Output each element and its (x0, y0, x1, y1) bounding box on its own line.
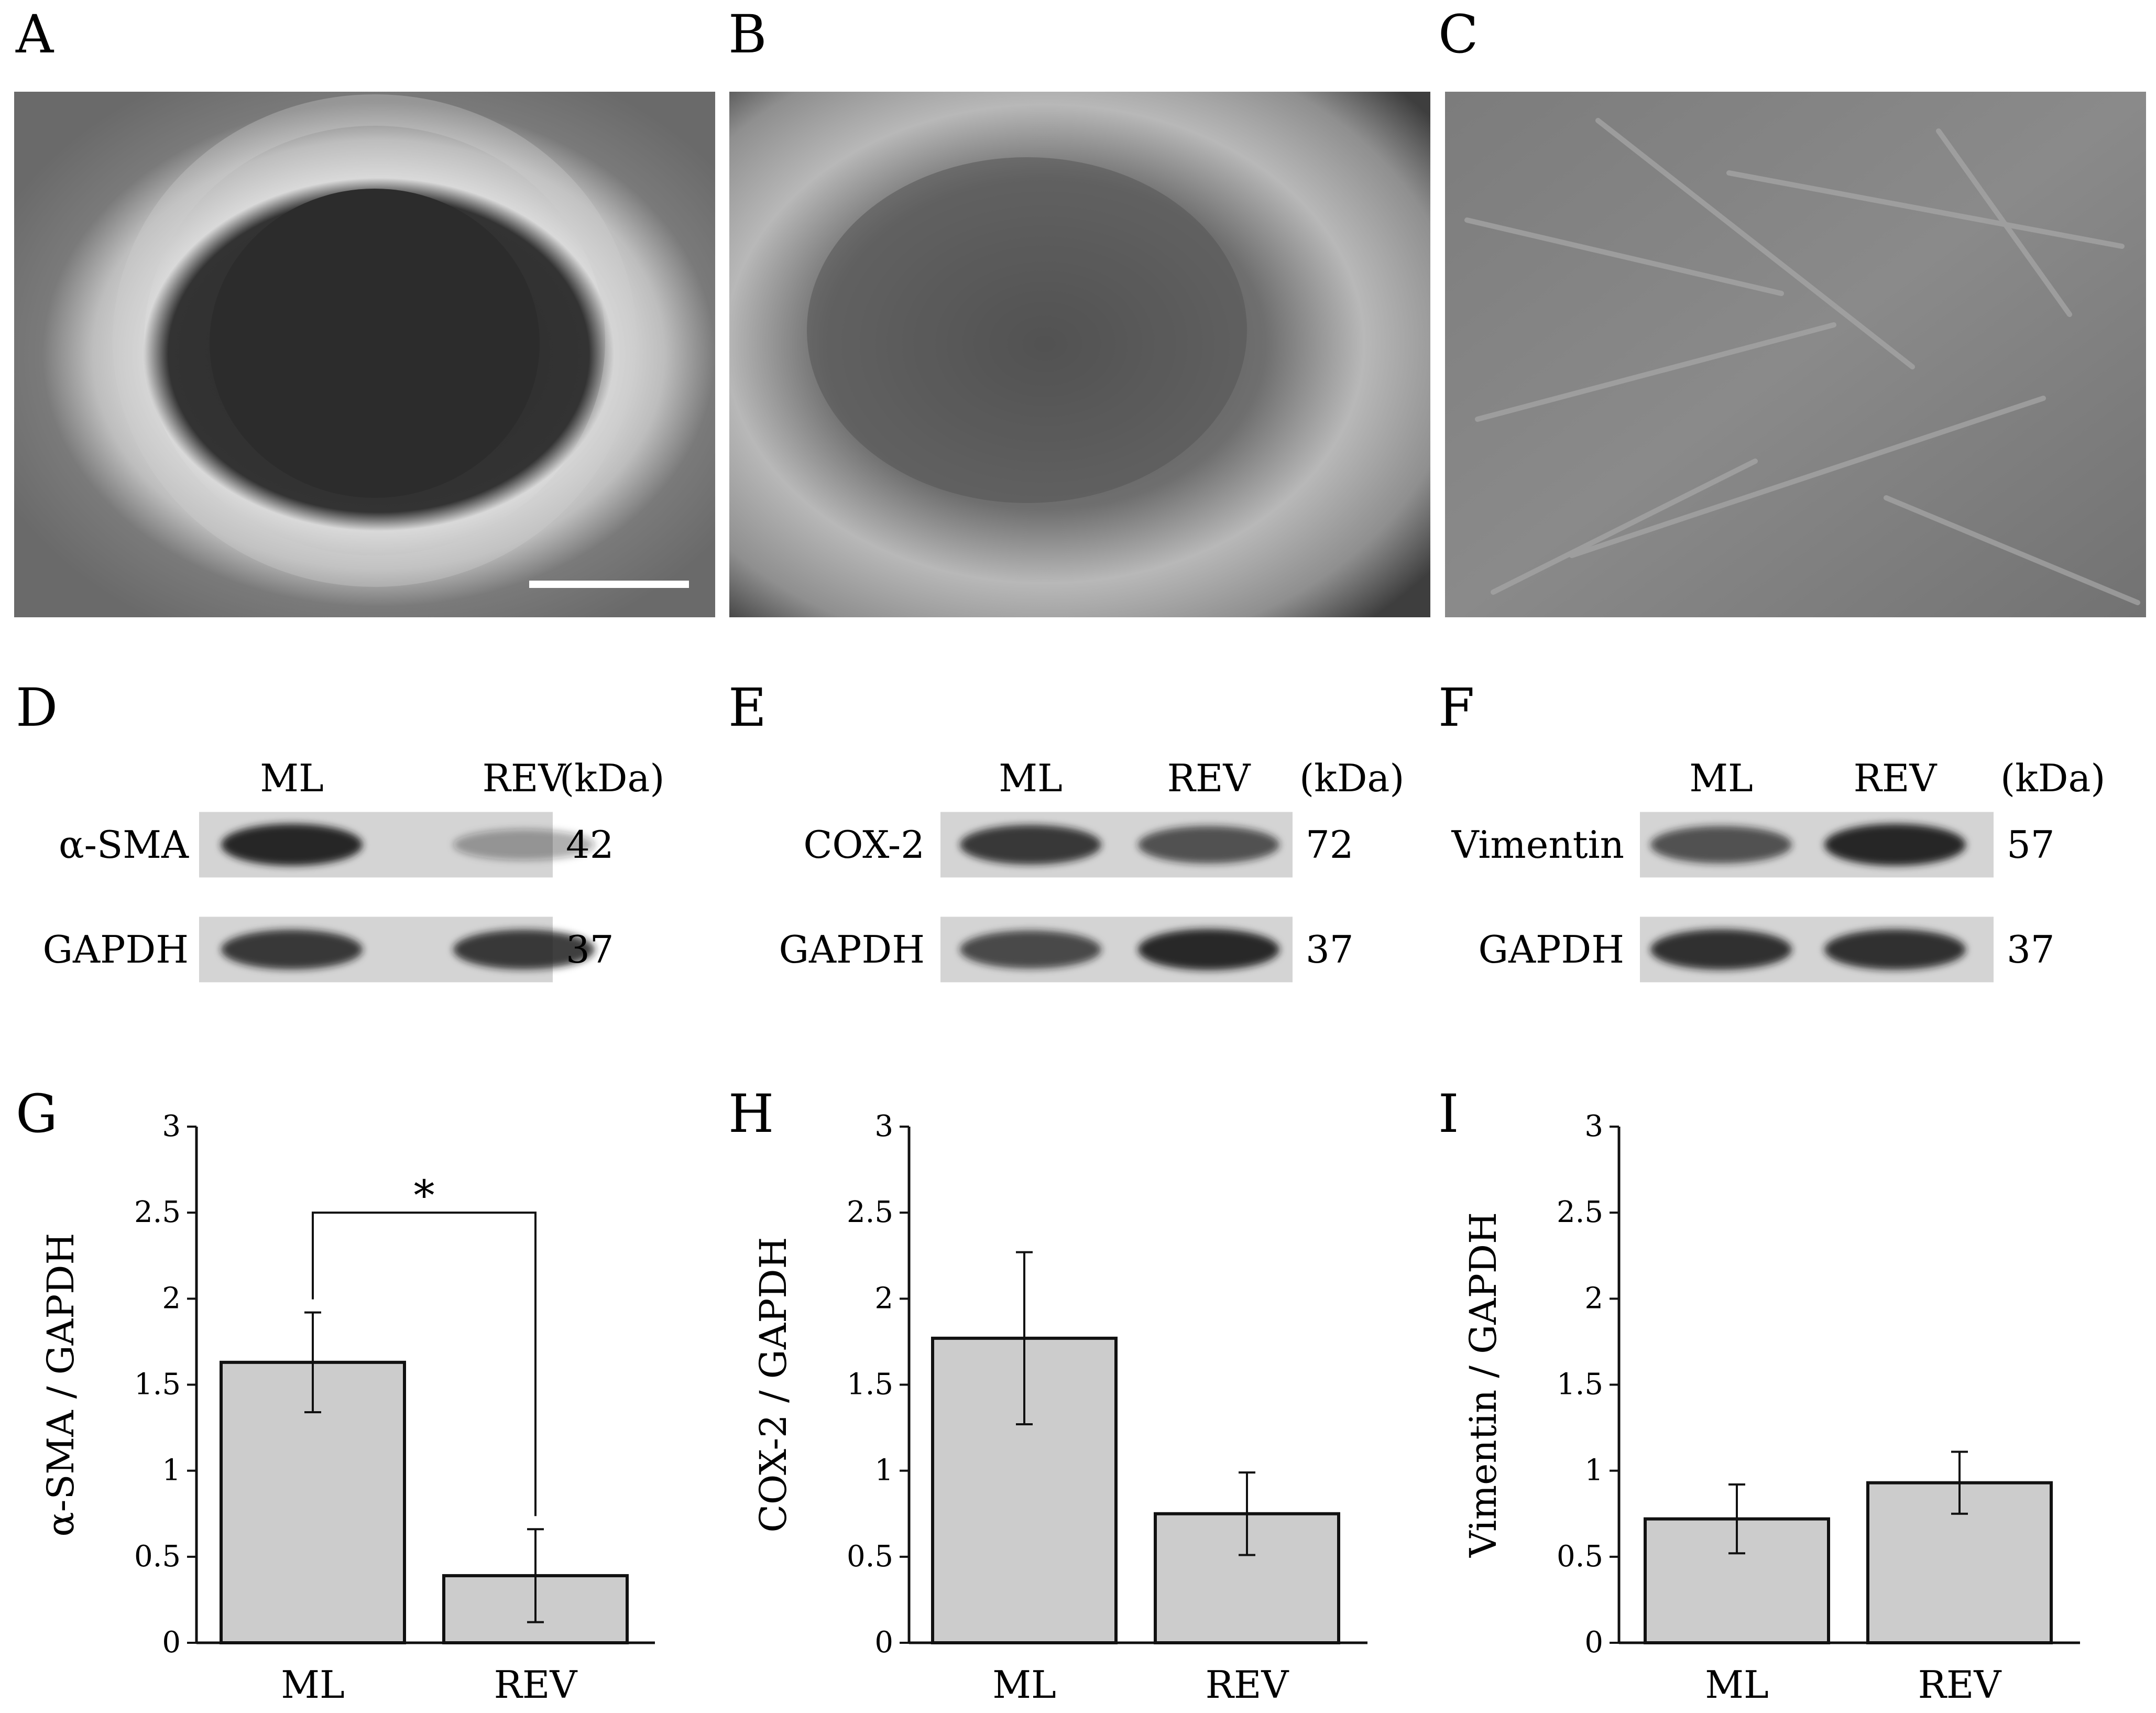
panel-label-b: B (728, 4, 767, 65)
y-tick-label: 0 (1584, 1625, 1603, 1660)
panel-label-g: G (16, 1083, 58, 1144)
blot-d: ML REV(kDa) α-SMA 42 GAPDH 37 (43, 756, 664, 983)
micrograph-a-halo (113, 94, 637, 587)
panel-label-i: I (1438, 1083, 1459, 1144)
blot-e: ML REV (kDa) COX-2 72 GAPDH 37 (779, 756, 1404, 983)
blot-band (960, 930, 1101, 969)
blot-lane-label: ML (260, 756, 324, 800)
blot-band (1824, 824, 1966, 866)
x-tick-label: ML (281, 1663, 345, 1707)
blot-kda-label: 42 (566, 823, 614, 867)
chart-h: 0 0.5 1 1.5 2 2.5 3 COX-2 / GAPDH ML REV (752, 1109, 1367, 1707)
blot-kda-label: 37 (2007, 928, 2055, 972)
y-tick-label: 2.5 (134, 1195, 181, 1229)
blot-band (1138, 929, 1279, 970)
blot-band (960, 825, 1101, 865)
micrograph-a (14, 92, 715, 617)
micrograph-c-fibroblasts (1464, 118, 2140, 605)
panel-label-h: H (728, 1083, 774, 1144)
blot-lane-label: ML (999, 756, 1063, 800)
micrograph-a-spheroid (210, 189, 540, 498)
y-tick-label: 1 (874, 1454, 893, 1488)
blot-lane-label: REV (483, 756, 567, 800)
y-tick-label: 3 (162, 1109, 181, 1143)
blot-kda-label: 57 (2007, 823, 2055, 867)
y-tick-label: 1 (1584, 1454, 1603, 1488)
x-tick-label: REV (494, 1663, 578, 1707)
y-tick-label: 0.5 (847, 1540, 893, 1574)
blot-f: ML REV (kDa) Vimentin 57 GAPDH 37 (1451, 756, 2105, 983)
y-tick-label: 1.5 (1557, 1368, 1603, 1402)
blot-band (453, 930, 595, 969)
y-tick-label: 1.5 (134, 1368, 181, 1402)
y-tick-label: 1.5 (847, 1368, 893, 1402)
panel-label-e: E (728, 677, 767, 738)
y-tick-label: 2 (162, 1281, 181, 1315)
significance-marker: * (414, 1171, 435, 1220)
blot-lane-label: REV (1854, 756, 1938, 800)
blot-unit-label: (kDa) (2000, 756, 2105, 800)
blot-band (221, 930, 363, 969)
scale-bar (529, 581, 689, 588)
y-tick-label: 0.5 (1557, 1540, 1603, 1574)
blot-kda-label: 37 (1306, 928, 1354, 972)
panel-label-c: C (1438, 4, 1479, 65)
blot-band (1650, 826, 1792, 864)
y-tick-label: 3 (1584, 1109, 1603, 1143)
blot-unit-label: (kDa) (560, 756, 664, 800)
blot-kda-label: 37 (566, 928, 614, 972)
y-tick-label: 1 (162, 1454, 181, 1488)
blot-lane-label: REV (1167, 756, 1252, 800)
blot-band (1824, 929, 1966, 970)
y-axis-label: Vimentin / GAPDH (1462, 1212, 1505, 1558)
x-tick-label: ML (1705, 1663, 1769, 1707)
panel-label-a: A (15, 4, 54, 65)
significance-bracket (312, 1212, 537, 1516)
blot-band (221, 824, 363, 866)
chart-i: 0 0.5 1 1.5 2 2.5 3 Vimentin / GAPDH ML REV (1462, 1109, 2080, 1707)
blot-protein-label: Vimentin (1451, 823, 1624, 867)
blot-protein-label: GAPDH (43, 928, 189, 972)
micrograph-c (1445, 92, 2146, 617)
x-tick-label: REV (1918, 1663, 2002, 1707)
blot-protein-label: α-SMA (59, 823, 189, 867)
bar-charts: 0 0.5 1 1.5 2 2.5 3 α-SMA / GAPDH ML REV * 0 0.5 1 1.5… (39, 1109, 2080, 1707)
blot-kda-label: 72 (1306, 823, 1354, 867)
blot-protein-label: GAPDH (1479, 928, 1624, 972)
x-tick-label: REV (1206, 1663, 1290, 1707)
blot-band (1650, 929, 1792, 970)
blot-band (1138, 826, 1279, 864)
y-axis-label: α-SMA / GAPDH (39, 1233, 82, 1537)
y-tick-label: 2.5 (847, 1195, 893, 1229)
y-tick-label: 2 (874, 1281, 893, 1315)
blot-protein-label: GAPDH (779, 928, 925, 972)
micrograph-b (729, 92, 1430, 617)
y-tick-label: 2 (1584, 1281, 1603, 1315)
blot-lane-label: ML (1689, 756, 1753, 800)
blot-band (453, 829, 595, 860)
panel-label-f: F (1438, 677, 1474, 738)
y-tick-label: 0 (162, 1625, 181, 1660)
y-tick-label: 3 (874, 1109, 893, 1143)
x-tick-label: ML (992, 1663, 1056, 1707)
micrograph-b-core (807, 157, 1247, 503)
panel-label-d: D (16, 677, 58, 738)
chart-g: 0 0.5 1 1.5 2 2.5 3 α-SMA / GAPDH ML REV * (39, 1109, 655, 1707)
micrograph-c-field (1445, 92, 2146, 617)
blot-unit-label: (kDa) (1299, 756, 1404, 800)
y-tick-label: 0 (874, 1625, 893, 1660)
blot-protein-label: COX-2 (803, 823, 925, 867)
y-tick-label: 2.5 (1557, 1195, 1603, 1229)
y-tick-label: 0.5 (134, 1540, 181, 1574)
y-axis-label: COX-2 / GAPDH (752, 1237, 795, 1532)
